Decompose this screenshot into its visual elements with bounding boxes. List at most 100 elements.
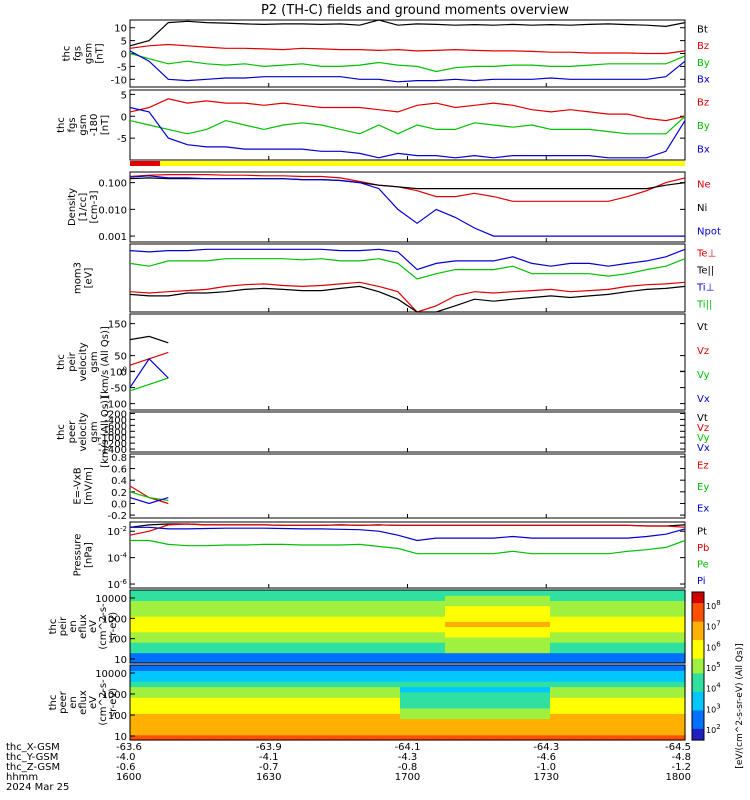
spectro-cell xyxy=(280,657,296,664)
spectro-cell xyxy=(355,665,371,671)
colorbar-segment xyxy=(692,728,704,734)
spectro-cell xyxy=(610,621,626,628)
spectro-cell xyxy=(505,675,521,682)
spectro-cell xyxy=(460,631,476,638)
spectro-cell xyxy=(310,657,326,664)
spectro-cell xyxy=(565,718,581,725)
spectro-cell xyxy=(325,681,341,688)
spectro-cell xyxy=(220,665,236,671)
x-axis-value: 1800 xyxy=(666,772,691,783)
y-tick-label: 10-4 xyxy=(107,552,127,565)
spectro-cell xyxy=(640,642,656,648)
spectro-cell xyxy=(295,595,311,601)
spectro-cell xyxy=(610,734,626,741)
spectro-cell xyxy=(445,665,461,671)
spectro-cell xyxy=(370,681,386,688)
spectro-cell xyxy=(400,729,416,736)
spectro-cell xyxy=(295,675,311,682)
spectro-cell xyxy=(355,657,371,664)
spectro-cell xyxy=(490,697,506,704)
spectro-cell xyxy=(310,605,326,612)
spectro-cell xyxy=(385,670,401,677)
series-line-Pb xyxy=(129,523,686,536)
spectro-cell xyxy=(655,610,671,617)
spectro-cell xyxy=(520,697,536,704)
spectro-cell xyxy=(445,681,461,688)
spectro-cell xyxy=(280,595,296,601)
spectro-cell xyxy=(445,686,461,693)
spectro-cell xyxy=(520,681,536,688)
spectro-cell xyxy=(520,723,536,730)
spectro-cell xyxy=(370,600,386,607)
spectro-cell xyxy=(160,616,176,622)
spectro-cell xyxy=(520,610,536,617)
spectro-cell xyxy=(400,702,416,709)
spectro-cell xyxy=(250,670,266,677)
spectro-cell xyxy=(340,626,356,633)
spectro-cell xyxy=(550,707,566,714)
spectro-cell xyxy=(340,595,356,601)
spectro-cell xyxy=(220,657,236,664)
spectro-cell xyxy=(310,734,326,741)
y-tick-label: 5 xyxy=(121,37,127,48)
spectro-cell xyxy=(670,697,686,704)
spectro-cell xyxy=(145,670,161,677)
spectro-cell xyxy=(610,713,626,720)
spectro-cell xyxy=(415,691,431,698)
spectro-cell xyxy=(655,616,671,622)
x-axis-value: -1.2 xyxy=(671,762,691,773)
spectro-cell xyxy=(565,697,581,704)
x-axis-value: 1630 xyxy=(256,772,281,783)
y-tick-label: -600 xyxy=(104,421,127,432)
spectro-cell xyxy=(175,590,191,596)
spectro-cell xyxy=(310,702,326,709)
spectro-cell xyxy=(430,702,446,709)
spectro-cell xyxy=(265,697,281,704)
spectro-cell xyxy=(505,691,521,698)
spectro-cell xyxy=(370,616,386,622)
panel-frame xyxy=(129,664,686,741)
spectro-cell xyxy=(655,681,671,688)
spectro-cell xyxy=(595,713,611,720)
colorbar-segment xyxy=(692,706,704,711)
legend-Npot: Npot xyxy=(697,226,721,237)
spectro-cell xyxy=(160,626,176,633)
spectro-cell xyxy=(145,697,161,704)
spectro-cell xyxy=(535,616,551,622)
spectro-cell xyxy=(235,723,251,730)
spectro-cell xyxy=(280,665,296,671)
spectro-cell xyxy=(370,723,386,730)
spectro-cell xyxy=(670,621,686,628)
spectro-cell xyxy=(565,707,581,714)
series-line-Bx xyxy=(129,106,686,159)
colorbar-segment xyxy=(692,710,704,715)
spectro-cell xyxy=(370,707,386,714)
spectro-cell xyxy=(520,621,536,628)
spectro-cell xyxy=(250,595,266,601)
spectro-cell xyxy=(160,600,176,607)
spectro-cell xyxy=(550,702,566,709)
line-panels: 1050-5-10thcfgsgsm[nT]BtBzByBx50-5thcfgs… xyxy=(56,19,721,591)
spectro-cell xyxy=(220,686,236,693)
spectro-cell xyxy=(175,691,191,698)
spectro-cell xyxy=(250,697,266,704)
spectro-cell xyxy=(190,595,206,601)
y-tick-label: -5 xyxy=(117,134,127,145)
spectro-cell xyxy=(670,681,686,688)
spectro-cell xyxy=(535,670,551,677)
spectro-cell xyxy=(310,681,326,688)
y-tick-label: 0.4 xyxy=(111,476,127,487)
spectro-cell xyxy=(370,647,386,654)
spectro-cell xyxy=(385,631,401,638)
spectro-cell xyxy=(415,610,431,617)
spectro-cell xyxy=(505,647,521,654)
spectro-cell xyxy=(370,734,386,741)
spectro-cell xyxy=(535,652,551,659)
spectro-cell xyxy=(385,647,401,654)
spectro-cell xyxy=(580,647,596,654)
spectro-cell xyxy=(280,697,296,704)
panel-frame xyxy=(129,453,686,519)
spectro-cell xyxy=(490,616,506,622)
spectro-cell xyxy=(250,652,266,659)
